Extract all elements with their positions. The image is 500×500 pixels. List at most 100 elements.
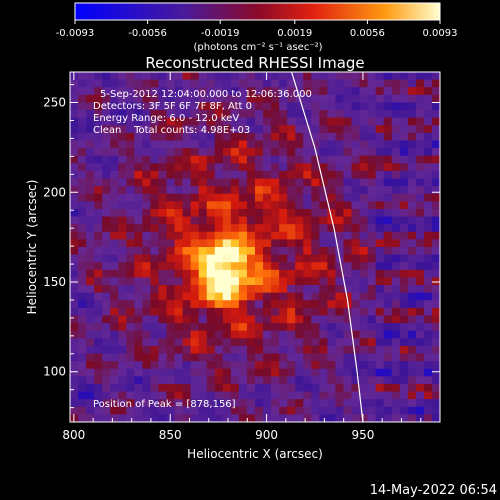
heatmap-cell <box>198 323 208 332</box>
heatmap-cell <box>271 262 280 271</box>
heatmap-cell <box>319 186 328 195</box>
heatmap-cell <box>287 368 296 377</box>
heatmap-cell <box>335 376 345 385</box>
heatmap-cell <box>126 117 135 126</box>
heatmap-cell <box>255 163 264 172</box>
heatmap-cell <box>86 368 95 377</box>
heatmap-cell <box>110 300 119 309</box>
heatmap-cell <box>303 110 312 119</box>
heatmap-cell <box>126 368 135 377</box>
heatmap-cell <box>150 376 160 385</box>
heatmap-cell <box>102 247 111 256</box>
heatmap-cell <box>279 383 288 393</box>
heatmap-cell <box>206 345 216 355</box>
heatmap-cell <box>230 231 240 240</box>
heatmap-cell <box>190 155 200 164</box>
heatmap-cell <box>214 376 224 385</box>
heatmap-cell <box>134 155 143 164</box>
heatmap-cell <box>214 87 224 96</box>
heatmap-cell <box>102 391 111 400</box>
heatmap-cell <box>198 383 208 393</box>
heatmap-cell <box>319 414 328 422</box>
heatmap-cell <box>415 323 425 332</box>
heatmap-cell <box>359 262 369 271</box>
heatmap-cell <box>367 406 377 415</box>
heatmap-cell <box>182 353 192 362</box>
heatmap-cell <box>78 140 87 149</box>
heatmap-cell <box>118 170 127 180</box>
heatmap-cell <box>238 376 248 385</box>
heatmap-cell <box>271 224 280 233</box>
heatmap-cell <box>70 163 79 172</box>
heatmap-cell <box>311 414 320 422</box>
heatmap-cell <box>295 178 304 187</box>
heatmap-cell <box>407 87 417 96</box>
heatmap-cell <box>158 399 168 408</box>
heatmap-cell <box>102 193 111 202</box>
heatmap-cell <box>198 117 208 126</box>
heatmap-cell <box>94 79 103 88</box>
heatmap-cell <box>415 414 425 422</box>
heatmap-cell <box>423 216 433 225</box>
x-tick-label: 800 <box>62 428 85 442</box>
heatmap-cell <box>415 330 425 339</box>
heatmap-cell <box>415 201 425 210</box>
heatmap-cell <box>110 224 119 233</box>
heatmap-cell <box>182 254 192 263</box>
heatmap-cell <box>206 193 216 202</box>
heatmap-cell <box>134 201 143 210</box>
heatmap-cell <box>110 117 119 126</box>
heatmap-cell <box>295 285 304 294</box>
heatmap-cell <box>327 155 337 164</box>
heatmap-cell <box>399 315 409 324</box>
heatmap-cell <box>238 170 248 180</box>
heatmap-cell <box>166 87 176 96</box>
heatmap-cell <box>102 201 111 210</box>
heatmap-cell <box>263 376 272 385</box>
heatmap-cell <box>303 117 312 126</box>
heatmap-cell <box>222 345 232 355</box>
heatmap-cell <box>335 125 345 134</box>
heatmap-cell <box>238 323 248 332</box>
heatmap-cell <box>94 376 103 385</box>
heatmap-cell <box>126 300 135 309</box>
heatmap-cell <box>230 399 240 408</box>
heatmap-cell <box>166 269 176 279</box>
heatmap-cell <box>222 285 232 294</box>
heatmap-cell <box>399 186 409 195</box>
heatmap-cell <box>407 338 417 347</box>
heatmap-cell <box>271 193 280 202</box>
heatmap-cell <box>134 254 143 263</box>
heatmap-cell <box>311 102 320 111</box>
heatmap-cell <box>375 307 385 317</box>
heatmap-cell <box>415 148 425 157</box>
heatmap-cell <box>182 414 192 422</box>
heatmap-cell <box>158 178 168 187</box>
heatmap-cell <box>391 178 401 187</box>
heatmap-cell <box>214 201 224 210</box>
heatmap-cell <box>367 376 377 385</box>
heatmap-cell <box>423 72 433 81</box>
heatmap-cell <box>182 94 192 104</box>
heatmap-cell <box>230 383 240 393</box>
heatmap-cell <box>399 292 409 301</box>
heatmap-cell <box>295 414 304 422</box>
heatmap-cell <box>190 376 200 385</box>
heatmap-cell <box>391 148 401 157</box>
heatmap-cell <box>190 201 200 210</box>
heatmap-cell <box>335 186 345 195</box>
heatmap-cell <box>102 307 111 317</box>
heatmap-cell <box>198 247 208 256</box>
heatmap-cell <box>319 262 328 271</box>
heatmap-cell <box>407 79 417 88</box>
heatmap-cell <box>343 323 353 332</box>
heatmap-cell <box>110 102 119 111</box>
heatmap-cell <box>110 186 119 195</box>
heatmap-cell <box>86 117 95 126</box>
heatmap-cell <box>303 399 312 408</box>
heatmap-cell <box>279 178 288 187</box>
heatmap-cell <box>423 300 433 309</box>
heatmap-cell <box>230 178 240 187</box>
heatmap-cell <box>70 391 79 400</box>
heatmap-cell <box>118 285 127 294</box>
